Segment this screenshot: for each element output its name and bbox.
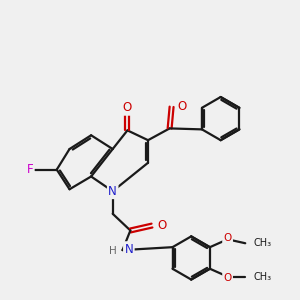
Text: N: N bbox=[108, 185, 117, 198]
Text: O: O bbox=[178, 100, 187, 113]
Text: H: H bbox=[109, 246, 117, 256]
Text: F: F bbox=[27, 163, 33, 176]
Text: N: N bbox=[124, 243, 133, 256]
Text: CH₃: CH₃ bbox=[253, 272, 271, 282]
Text: O: O bbox=[224, 233, 232, 243]
Text: O: O bbox=[158, 219, 167, 232]
Text: O: O bbox=[123, 101, 132, 114]
Text: CH₃: CH₃ bbox=[253, 238, 271, 248]
Text: O: O bbox=[224, 273, 232, 283]
